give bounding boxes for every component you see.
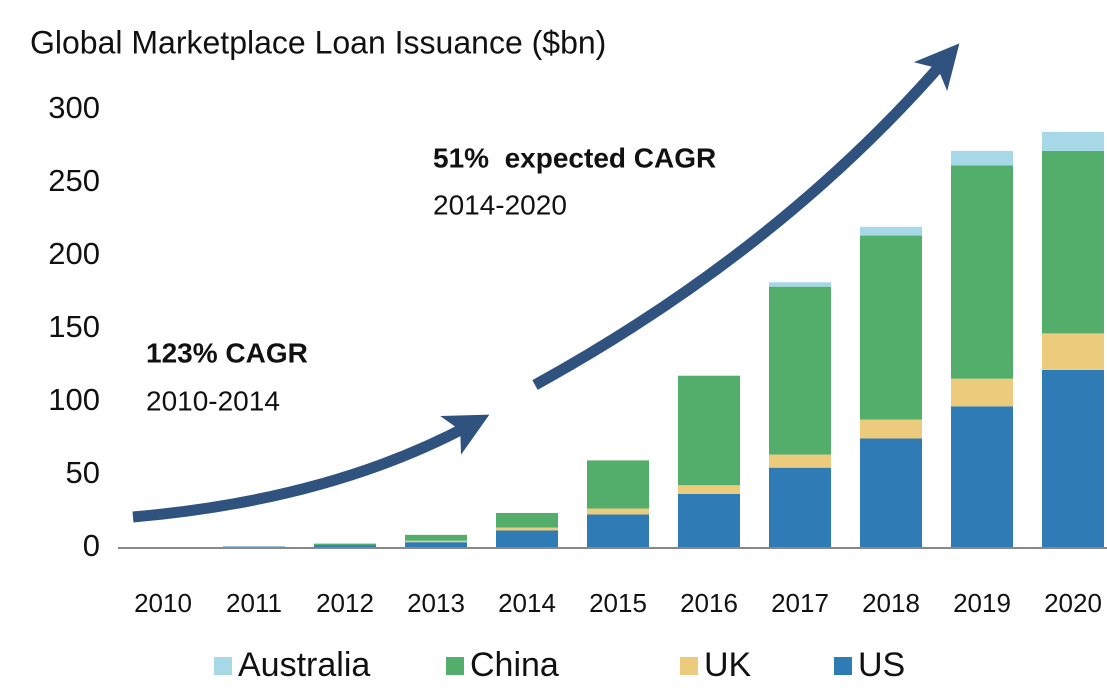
legend-label: Australia xyxy=(238,646,370,684)
annotation: 2010-2014 xyxy=(146,385,280,416)
x-tick-label: 2020 xyxy=(1044,588,1102,618)
bar xyxy=(860,438,922,548)
x-tick-label: 2019 xyxy=(953,588,1011,618)
annotation: 123% CAGR xyxy=(146,337,308,368)
bar xyxy=(1042,369,1104,548)
x-tick-label: 2013 xyxy=(407,588,465,618)
arrow xyxy=(132,414,490,523)
legend-swatch xyxy=(834,657,852,675)
y-tick-label: 200 xyxy=(48,236,100,271)
y-tick-label: 150 xyxy=(48,309,100,344)
bar xyxy=(496,527,558,531)
bar xyxy=(314,545,376,548)
x-tick-label: 2011 xyxy=(226,588,282,618)
bar xyxy=(1042,150,1104,334)
x-tick-label: 2010 xyxy=(134,588,192,618)
bar xyxy=(496,512,558,528)
y-tick-label: 250 xyxy=(48,163,100,198)
legend-swatch xyxy=(680,657,698,675)
y-tick-label: 50 xyxy=(66,455,100,490)
bar xyxy=(587,514,649,548)
bar xyxy=(314,543,376,546)
legend-swatch xyxy=(446,657,464,675)
annotation: 51% expected CAGR xyxy=(433,142,716,173)
bar xyxy=(769,454,831,468)
legend-label: China xyxy=(470,646,559,684)
bar xyxy=(769,467,831,548)
x-tick-label: 2015 xyxy=(589,588,647,618)
bar xyxy=(678,375,740,486)
legend-swatch xyxy=(214,657,232,675)
x-tick-label: 2014 xyxy=(498,588,556,618)
annotation: 2014-2020 xyxy=(433,189,567,220)
bar xyxy=(769,282,831,287)
bar xyxy=(496,530,558,548)
legend-label: US xyxy=(858,646,905,684)
bar xyxy=(1042,131,1104,151)
arrow xyxy=(532,43,960,390)
bar xyxy=(860,235,922,420)
legend-label: UK xyxy=(704,646,752,684)
bar xyxy=(1042,333,1104,370)
bar xyxy=(678,493,740,548)
bar xyxy=(405,540,467,543)
x-tick-label: 2017 xyxy=(771,588,829,618)
x-tick-label: 2018 xyxy=(862,588,920,618)
x-tick-label: 2016 xyxy=(680,588,738,618)
bar xyxy=(951,378,1013,407)
chart-title: Global Marketplace Loan Issuance ($bn) xyxy=(30,24,606,60)
bar xyxy=(405,534,467,541)
bar xyxy=(860,419,922,439)
bar xyxy=(951,406,1013,548)
bar xyxy=(860,226,922,236)
y-tick-label: 0 xyxy=(83,528,100,563)
y-tick-label: 300 xyxy=(48,90,100,125)
bar xyxy=(951,150,1013,166)
bar xyxy=(587,460,649,509)
x-tick-label: 2012 xyxy=(316,588,374,618)
bar xyxy=(951,165,1013,379)
bar xyxy=(405,542,467,548)
bar xyxy=(678,485,740,494)
bar xyxy=(587,508,649,515)
bar xyxy=(769,286,831,455)
y-tick-label: 100 xyxy=(48,382,100,417)
